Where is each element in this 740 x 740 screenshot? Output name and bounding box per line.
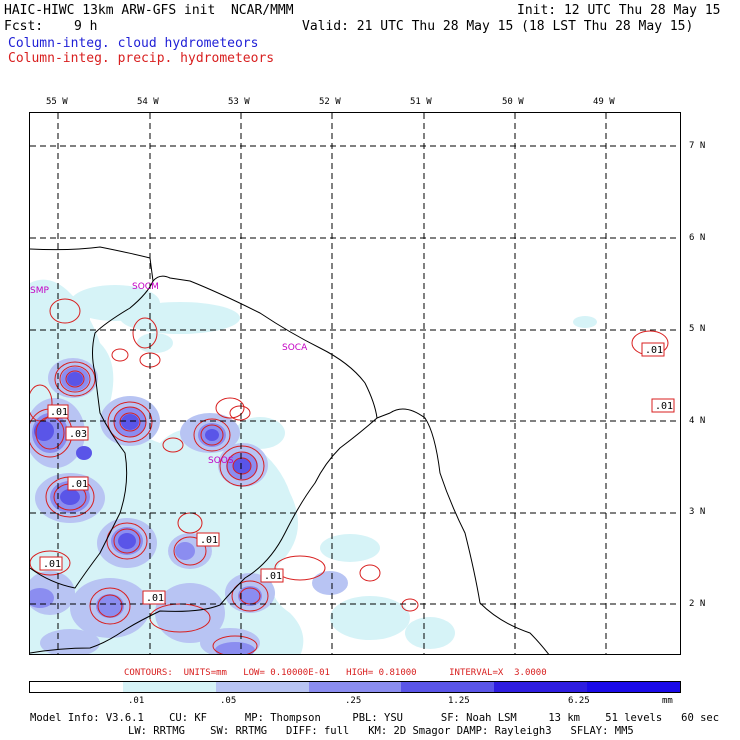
legend-precip-hydrometeors: Column-integ. precip. hydrometeors (8, 51, 275, 66)
colorbar-swatch (401, 682, 495, 692)
colorbar (29, 681, 681, 693)
precip-contours (30, 298, 669, 654)
contours-info: CONTOURS: UNITS=mm LOW= 0.10000E-01 HIGH… (124, 668, 547, 678)
contour-label: .01 (196, 532, 220, 547)
lon-label-55w: 55 W (46, 97, 68, 107)
contour-label-text: .01 (645, 345, 663, 356)
lon-label-49w: 49 W (593, 97, 615, 107)
lon-label-51w: 51 W (410, 97, 432, 107)
model-info-line1: Model Info: V3.6.1 CU: KF MP: Thompson P… (30, 712, 720, 724)
lat-label-3n: 3 N (689, 507, 706, 517)
contour-label-text: .03 (69, 429, 87, 440)
cloud-shading (30, 279, 597, 654)
lat-label-4n: 4 N (689, 416, 706, 426)
colorbar-swatch (30, 682, 123, 692)
map-panel: .01 .01 .03 .01 .01 .01 .01 .01 .01 SMP … (29, 112, 681, 655)
contour-label-text: .01 (50, 407, 68, 418)
colorbar-swatch (215, 682, 309, 692)
colorbar-swatch (122, 682, 216, 692)
plot-title: HAIC-HIWC 13km ARW-GFS init NCAR/MMM (4, 3, 294, 18)
lat-lon-grid (30, 113, 680, 654)
station-socm: SOCM (132, 282, 159, 292)
forecast-hour: 9 h (74, 19, 98, 34)
colorbar-tick: 1.25 (448, 696, 470, 706)
colorbar-swatch (494, 682, 588, 692)
lat-label-6n: 6 N (689, 233, 706, 243)
lon-label-53w: 53 W (228, 97, 250, 107)
contour-label: .01 (260, 568, 284, 583)
lon-label-50w: 50 W (502, 97, 524, 107)
lon-label-52w: 52 W (319, 97, 341, 107)
contour-label: .01 (39, 556, 63, 571)
contour-label: .01 (47, 404, 69, 419)
station-labels: SMP SOCM SOCA SOOS (30, 282, 308, 466)
model-info-line2: LW: RRTMG SW: RRTMG DIFF: full KM: 2D Sm… (128, 725, 634, 737)
contour-label: .03 (65, 426, 89, 441)
lon-label-54w: 54 W (137, 97, 159, 107)
contour-label-group: .01 .01 .03 .01 .01 .01 .01 .01 .01 (39, 342, 675, 605)
lat-label-7n: 7 N (689, 141, 706, 151)
colorbar-tick: 6.25 (568, 696, 590, 706)
contour-label-text: .01 (200, 535, 218, 546)
colorbar-swatch (308, 682, 402, 692)
station-soca: SOCA (282, 343, 308, 353)
map-svg: .01 .01 .03 .01 .01 .01 .01 .01 .01 SMP … (30, 113, 680, 654)
lat-label-2n: 2 N (689, 599, 706, 609)
colorbar-tick: .05 (220, 696, 237, 706)
contour-label-text: .01 (264, 571, 282, 582)
cloud-shading-max (34, 372, 251, 549)
contour-label-text: .01 (43, 559, 61, 570)
colorbar-swatch (587, 682, 681, 692)
colorbar-unit: mm (662, 696, 673, 706)
coastline (30, 246, 550, 654)
lat-label-5n: 5 N (689, 324, 706, 334)
contour-label-text: .01 (146, 593, 164, 604)
contour-label-text: .01 (655, 401, 673, 412)
contour-label: .01 (67, 476, 89, 491)
forecast-label: Fcst: (4, 19, 44, 34)
contour-label-text: .01 (70, 479, 88, 490)
contour-label: .01 (651, 398, 675, 413)
colorbar-tick: .25 (345, 696, 362, 706)
colorbar-tick: .01 (128, 696, 145, 706)
init-time: Init: 12 UTC Thu 28 May 15 (517, 3, 721, 18)
station-smp: SMP (30, 286, 49, 296)
contour-label: .01 (142, 590, 166, 605)
contour-label: .01 (641, 342, 665, 357)
legend-cloud-hydrometeors: Column-integ. cloud hydrometeors (8, 36, 259, 51)
station-soos: SOOS (208, 456, 234, 466)
valid-time: Valid: 21 UTC Thu 28 May 15 (18 LST Thu … (302, 19, 694, 34)
